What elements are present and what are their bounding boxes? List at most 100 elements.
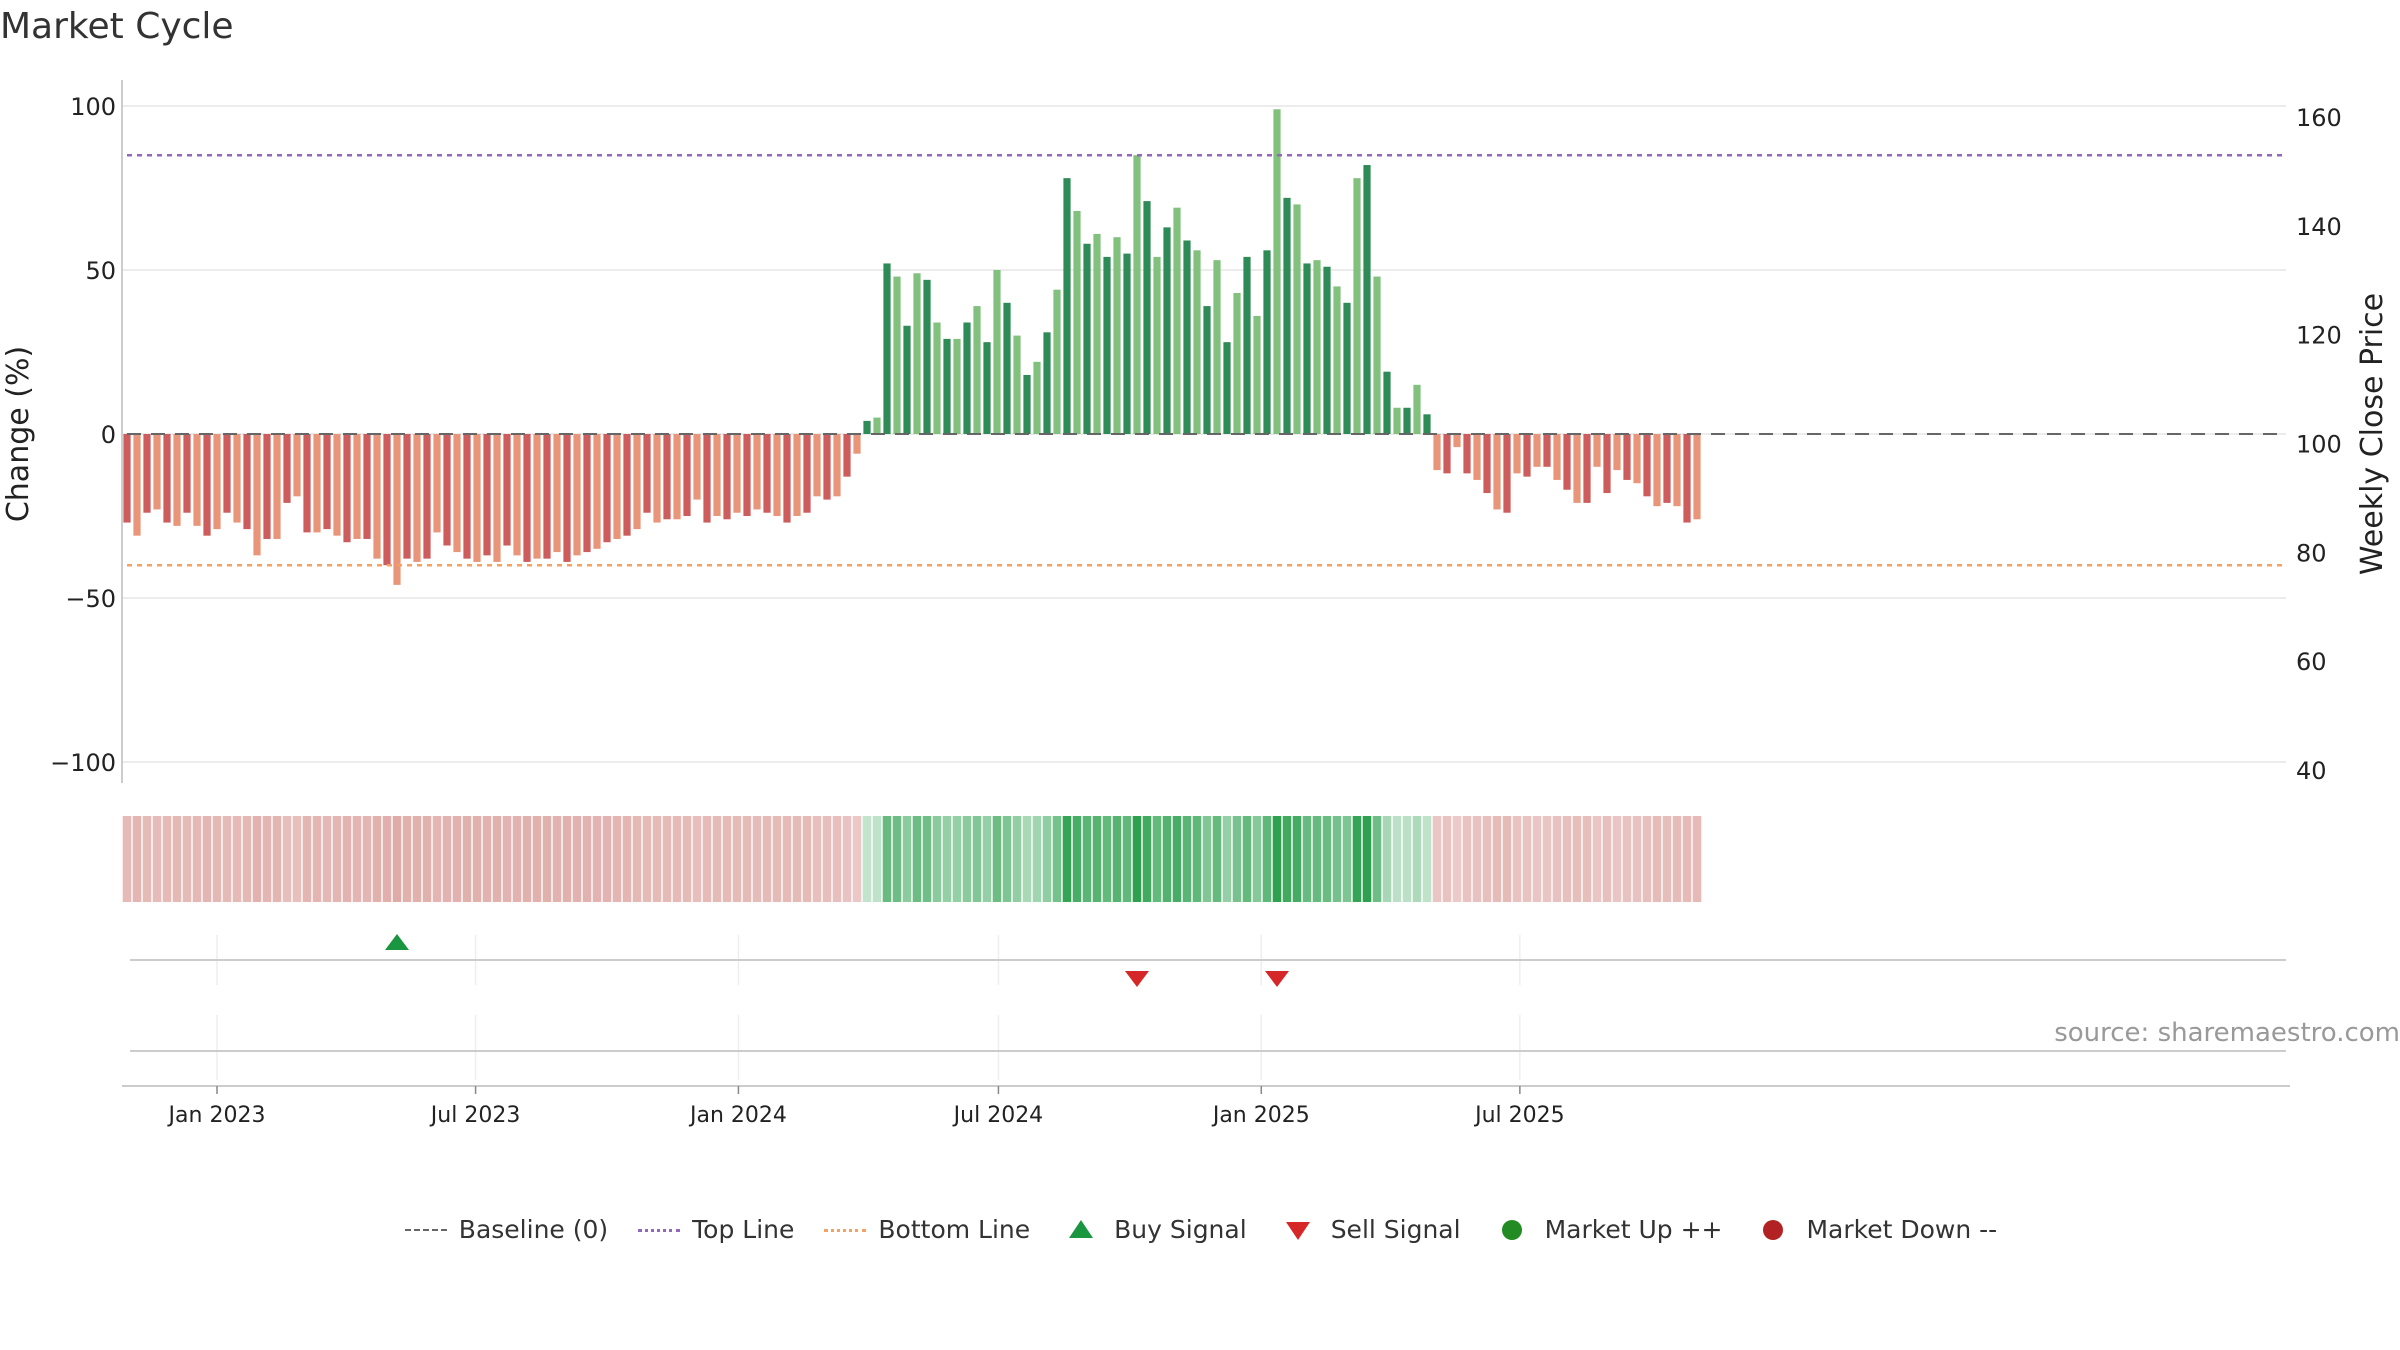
- bar: [843, 434, 851, 477]
- heat-cell: [1582, 816, 1592, 902]
- legend-symbol-circle: [1489, 1219, 1535, 1240]
- heat-cell: [942, 816, 952, 902]
- heat-cell: [1352, 816, 1362, 902]
- bar: [433, 434, 441, 533]
- bar: [163, 434, 171, 523]
- axes: 100 50 0 −50 −100 160 140 120 100 80 60 40: [50, 80, 2342, 785]
- heat-cell: [472, 816, 482, 902]
- bar: [1473, 434, 1481, 480]
- heat-cell: [1522, 816, 1532, 902]
- heat-cell: [542, 816, 552, 902]
- bar: [1063, 178, 1071, 434]
- heat-cell: [1672, 816, 1682, 902]
- buy-signal-marker: [385, 934, 409, 950]
- bar: [1523, 434, 1531, 477]
- bar: [653, 434, 661, 523]
- heat-cell: [1472, 816, 1482, 902]
- heat-cell: [272, 816, 282, 902]
- heat-cell: [1122, 816, 1132, 902]
- bar: [153, 434, 161, 510]
- bar: [1353, 178, 1361, 434]
- heat-cell: [1512, 816, 1522, 902]
- legend-symbol-dotted: [636, 1220, 682, 1240]
- legend-item: Bottom Line: [822, 1215, 1030, 1244]
- bar: [1243, 256, 1251, 434]
- bar: [383, 434, 391, 566]
- bar: [1163, 227, 1171, 434]
- bar: [883, 263, 891, 434]
- bar: [453, 434, 461, 553]
- heat-cell: [1422, 816, 1432, 902]
- heat-cell: [732, 816, 742, 902]
- bar: [1053, 289, 1061, 434]
- heat-cell: [652, 816, 662, 902]
- bar: [1533, 434, 1541, 467]
- bar: [1443, 434, 1451, 474]
- y-tick-label-right: 60: [2296, 648, 2327, 676]
- legend-label: Sell Signal: [1330, 1215, 1461, 1244]
- heat-cell: [812, 816, 822, 902]
- legend-item: Buy Signal: [1058, 1215, 1247, 1244]
- bar: [663, 434, 671, 520]
- heat-cell: [352, 816, 362, 902]
- bar: [853, 434, 861, 454]
- heat-cell: [182, 816, 192, 902]
- heat-cell: [1112, 816, 1122, 902]
- bar: [813, 434, 821, 497]
- heat-cell: [602, 816, 612, 902]
- heat-cell: [902, 816, 912, 902]
- bar: [703, 434, 711, 523]
- bar: [1423, 414, 1431, 434]
- bar: [123, 434, 131, 523]
- heat-cell: [1172, 816, 1182, 902]
- bar: [233, 434, 241, 523]
- bar: [1553, 434, 1561, 480]
- legend-label: Baseline (0): [458, 1215, 609, 1244]
- bar: [1613, 434, 1621, 471]
- bar: [443, 434, 451, 546]
- sell-signal-marker: [1125, 971, 1149, 987]
- heat-cell: [1302, 816, 1312, 902]
- x-tick-label: Jul 2025: [1473, 1103, 1565, 1128]
- y-tick-label-right: 40: [2296, 757, 2327, 785]
- heat-cell: [402, 816, 412, 902]
- heat-cell: [1162, 816, 1172, 902]
- heat-cell: [1232, 816, 1242, 902]
- heat-cell: [1652, 816, 1662, 902]
- bar: [1123, 253, 1131, 434]
- y-tick-label-right: 100: [2296, 431, 2342, 459]
- heat-cell: [582, 816, 592, 902]
- x-tick-label: Jul 2023: [429, 1103, 521, 1128]
- bar: [683, 434, 691, 516]
- y-tick-label-right: 160: [2296, 104, 2342, 132]
- bar: [1503, 434, 1511, 513]
- bar: [373, 434, 381, 559]
- heat-cell: [1212, 816, 1222, 902]
- bar: [933, 322, 941, 434]
- heat-cell: [572, 816, 582, 902]
- heat-cell: [1462, 816, 1472, 902]
- bar: [353, 434, 361, 539]
- bar: [1433, 434, 1441, 471]
- heat-cell: [642, 816, 652, 902]
- bar: [1293, 204, 1301, 434]
- heat-cell: [712, 816, 722, 902]
- heat-cell: [692, 816, 702, 902]
- bar: [1513, 434, 1521, 474]
- heat-cell: [922, 816, 932, 902]
- heat-cell: [612, 816, 622, 902]
- bar: [773, 434, 781, 516]
- heat-cell: [362, 816, 372, 902]
- bar: [993, 270, 1001, 434]
- heat-cell: [432, 816, 442, 902]
- bar: [213, 434, 221, 530]
- legend-label: Buy Signal: [1114, 1215, 1247, 1244]
- bar: [1663, 434, 1671, 503]
- heat-cell: [552, 816, 562, 902]
- heat-cell: [392, 816, 402, 902]
- heat-cell: [962, 816, 972, 902]
- legend: Baseline (0) Top Line Bottom Line Buy Signa…: [0, 1215, 2400, 1244]
- bar: [343, 434, 351, 543]
- bar: [963, 322, 971, 434]
